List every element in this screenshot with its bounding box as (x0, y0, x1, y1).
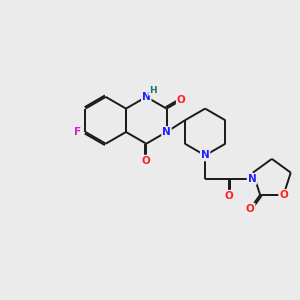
Text: N: N (248, 174, 256, 184)
Text: H: H (149, 86, 157, 95)
Text: N: N (142, 92, 151, 102)
Text: O: O (279, 190, 288, 200)
Text: O: O (177, 95, 185, 105)
Text: N: N (201, 150, 209, 161)
Text: O: O (142, 155, 151, 166)
Text: N: N (162, 127, 171, 137)
Text: F: F (74, 127, 81, 137)
Text: O: O (246, 203, 255, 214)
Text: O: O (224, 190, 233, 201)
